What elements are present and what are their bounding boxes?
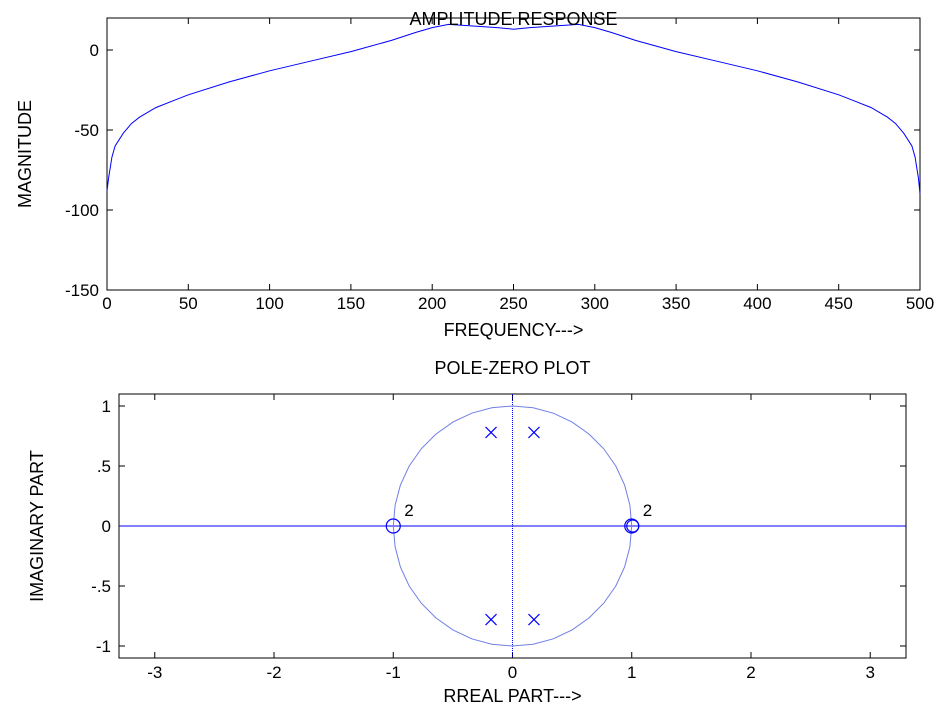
x-tick-label: -2 [266, 663, 281, 682]
pole-marker [485, 613, 497, 626]
magnitude-response-line [106, 23, 921, 195]
zero-marker [385, 518, 401, 534]
x-tick-label: 450 [825, 294, 853, 313]
unit-circle [392, 405, 633, 647]
x-tick-label: 50 [179, 294, 198, 313]
x-tick-label: -1 [386, 663, 401, 682]
x-tick-label: 1 [627, 663, 636, 682]
y-tick-label: -50 [74, 121, 99, 140]
pole-marker [528, 426, 540, 439]
y-axis-label-imaginary: IMAGINARY PART [27, 450, 47, 602]
y-axis-label-magnitude: MAGNITUDE [15, 100, 35, 208]
amplitude-response-axes: 0 50 100 150 200 250 300 350 400 450 500 0 -50 -100 -1… [15, 9, 934, 340]
y-tick-label: 1 [102, 397, 111, 416]
pole-marker [528, 613, 540, 626]
x-tick-label: 0 [508, 663, 517, 682]
chart-title-amplitude: AMPLITUDE RESPONSE [409, 9, 617, 29]
x-axis-label-frequency: FREQUENCY---> [444, 320, 584, 340]
pole-zero-axes: -3 -2 -1 0 1 2 3 1 .5 0 -.5 -1 2 2 POLE-ZERO PLOT RREAL… [27, 358, 907, 706]
y-tick-label: -100 [65, 201, 99, 220]
x-tick-label: 200 [418, 294, 446, 313]
zero-multiplicity-label: 2 [404, 501, 413, 520]
chart-title-pole-zero: POLE-ZERO PLOT [434, 358, 590, 378]
pole-marker [485, 426, 497, 439]
x-tick-label: 2 [746, 663, 755, 682]
plot-area-amplitude [106, 17, 921, 291]
y-tick-label: 0 [102, 517, 111, 536]
x-tick-label: 350 [662, 294, 690, 313]
zero-multiplicity-label: 2 [643, 501, 652, 520]
x-tick-label: 3 [865, 663, 874, 682]
zero-marker [626, 519, 640, 533]
x-tick-label: 500 [906, 294, 934, 313]
x-tick-label: -3 [147, 663, 162, 682]
x-tick-label: 0 [102, 294, 111, 313]
y-tick-label: -1 [96, 637, 111, 656]
y-tick-label: -.5 [91, 577, 111, 596]
y-tick-label: 0 [90, 41, 99, 60]
x-tick-label: 150 [337, 294, 365, 313]
x-tick-label: 300 [581, 294, 609, 313]
x-tick-label: 100 [255, 294, 283, 313]
x-tick-label: 250 [499, 294, 527, 313]
y-tick-label: .5 [97, 457, 111, 476]
y-tick-label: -150 [65, 281, 99, 300]
x-axis-label-real: RREAL PART---> [443, 686, 581, 706]
x-tick-label: 400 [743, 294, 771, 313]
